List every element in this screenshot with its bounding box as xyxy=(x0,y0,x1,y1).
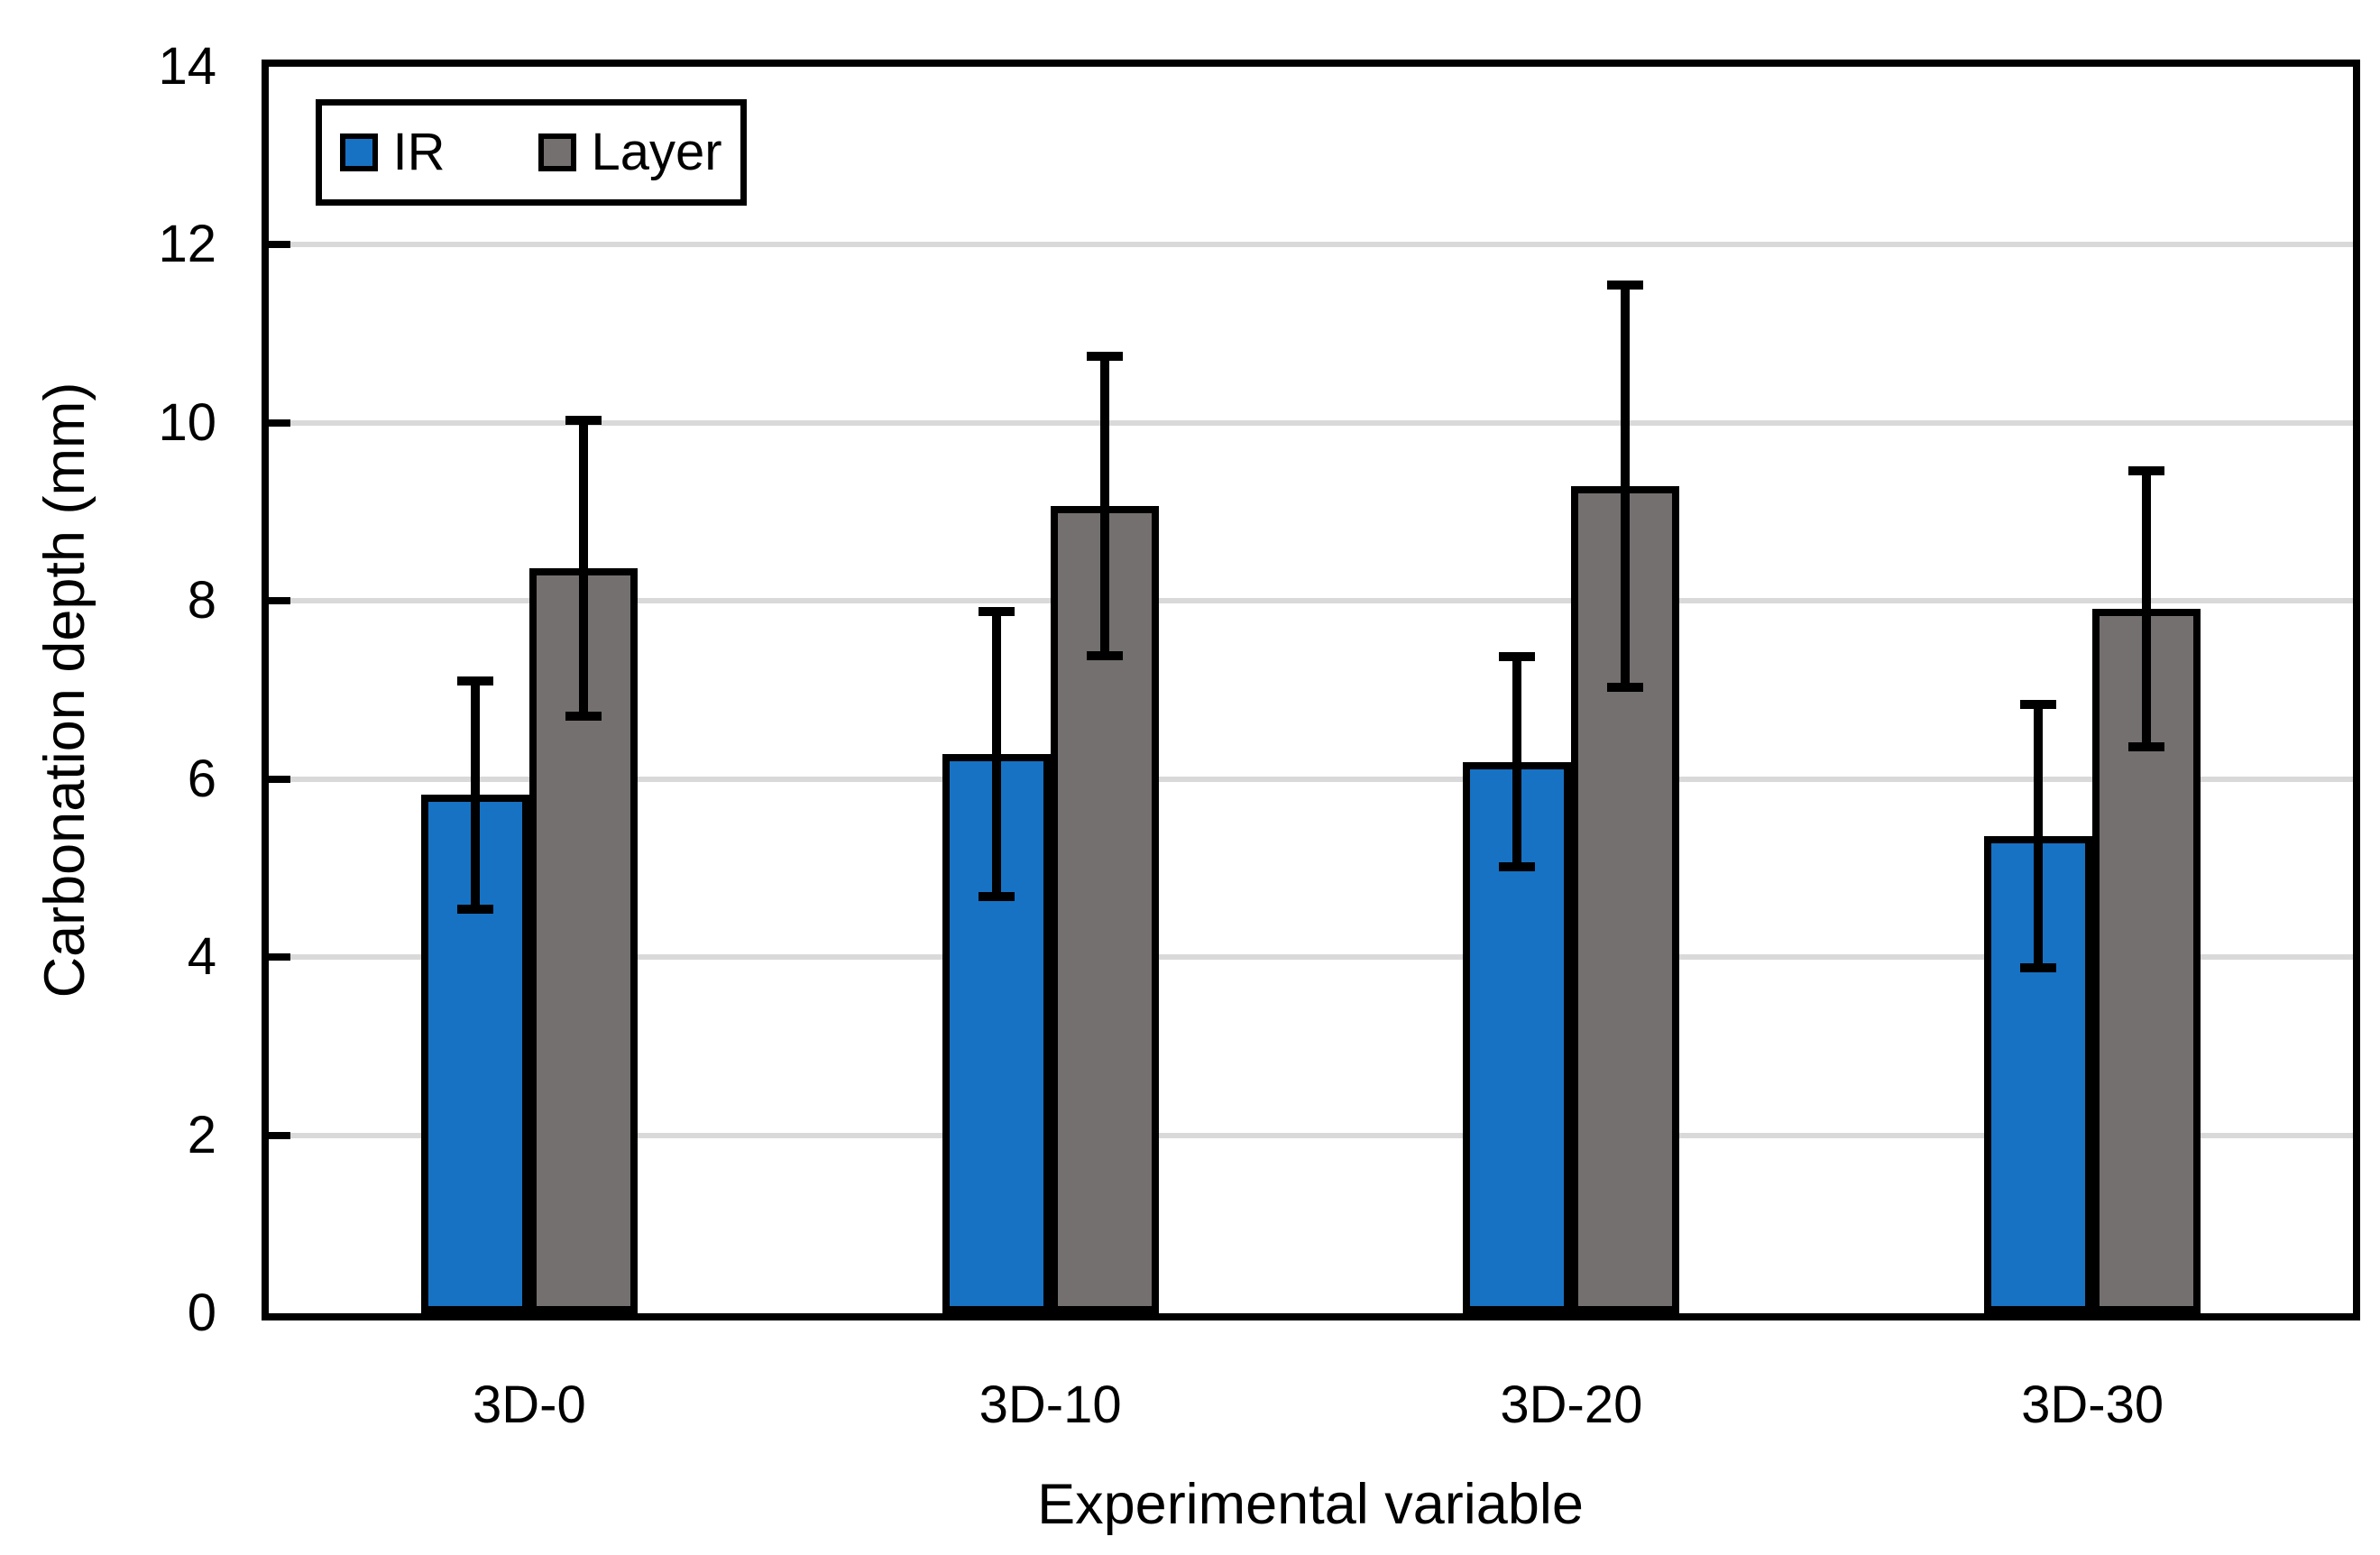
y-axis-tickmark-4 xyxy=(269,953,290,962)
layer-error-cap-bottom-3D-10 xyxy=(1086,650,1123,660)
layer-error-bar-3D-30 xyxy=(2142,471,2152,748)
legend-entry-layer: Layer xyxy=(538,123,722,181)
gridline-y6 xyxy=(269,776,2353,782)
ir-error-bar-3D-10 xyxy=(991,612,1001,897)
x-axis-title: Experimental variable xyxy=(1037,1473,1584,1536)
ir-error-cap-top-3D-20 xyxy=(1499,652,1536,662)
ir-error-cap-top-3D-10 xyxy=(978,607,1015,617)
ir-error-cap-bottom-3D-0 xyxy=(456,904,493,914)
legend: IR Layer xyxy=(316,99,747,206)
layer-error-bar-3D-20 xyxy=(1621,284,1631,688)
y-tick-label-4: 4 xyxy=(187,927,216,987)
ir-series-swatch-icon xyxy=(340,133,379,171)
y-axis-title: Carbonation depth (mm) xyxy=(33,382,96,998)
y-tick-label-10: 10 xyxy=(158,392,216,452)
y-tick-label-0: 0 xyxy=(187,1284,216,1342)
y-axis-tickmark-8 xyxy=(269,597,290,605)
layer-series-swatch-icon xyxy=(538,133,577,171)
y-tick-label-2: 2 xyxy=(187,1105,216,1164)
x-category-label-3D-10: 3D-10 xyxy=(979,1376,1122,1434)
legend-entry-ir: IR xyxy=(340,124,445,181)
layer-error-cap-top-3D-10 xyxy=(1086,351,1123,361)
x-category-label-3D-20: 3D-20 xyxy=(1500,1376,1643,1434)
ir-error-cap-top-3D-0 xyxy=(456,676,493,686)
plot-area: IR Layer xyxy=(262,60,2360,1320)
y-tick-label-12: 12 xyxy=(158,215,216,274)
layer-error-bar-3D-0 xyxy=(578,419,588,716)
ir-error-bar-3D-30 xyxy=(2034,704,2044,968)
gridline-y10 xyxy=(269,419,2353,426)
y-axis-tickmark-6 xyxy=(269,775,290,783)
gridline-y2 xyxy=(269,1132,2353,1138)
x-category-label-3D-30: 3D-30 xyxy=(2021,1376,2164,1434)
ir-error-cap-bottom-3D-30 xyxy=(2020,962,2057,972)
layer-error-cap-top-3D-0 xyxy=(565,415,602,425)
ir-error-cap-top-3D-30 xyxy=(2020,699,2057,709)
layer-error-bar-3D-10 xyxy=(1099,355,1109,656)
ir-error-bar-3D-0 xyxy=(470,681,480,909)
legend-label-layer: Layer xyxy=(591,123,722,181)
y-tick-label-8: 8 xyxy=(187,571,216,630)
layer-error-cap-bottom-3D-0 xyxy=(565,711,602,721)
layer-error-cap-bottom-3D-20 xyxy=(1607,683,1644,693)
ir-error-bar-3D-20 xyxy=(1512,657,1522,868)
y-tick-label-14: 14 xyxy=(158,37,216,96)
layer-bar-3D-30 xyxy=(2092,609,2201,1313)
ir-error-cap-bottom-3D-20 xyxy=(1499,862,1536,872)
legend-label-ir: IR xyxy=(392,123,446,181)
y-axis-tickmark-10 xyxy=(269,419,290,427)
layer-bar-3D-10 xyxy=(1050,505,1159,1313)
ir-error-cap-bottom-3D-10 xyxy=(978,892,1015,902)
y-tick-label-6: 6 xyxy=(187,749,216,808)
gridline-y12 xyxy=(269,242,2353,248)
gridline-y8 xyxy=(269,598,2353,604)
layer-error-cap-top-3D-20 xyxy=(1607,280,1644,290)
y-axis-tickmark-12 xyxy=(269,241,290,249)
gridline-y4 xyxy=(269,954,2353,961)
layer-error-cap-top-3D-30 xyxy=(2128,466,2165,476)
layer-error-cap-bottom-3D-30 xyxy=(2128,742,2165,752)
y-axis-tickmark-2 xyxy=(269,1131,290,1139)
x-category-label-3D-0: 3D-0 xyxy=(473,1376,586,1434)
